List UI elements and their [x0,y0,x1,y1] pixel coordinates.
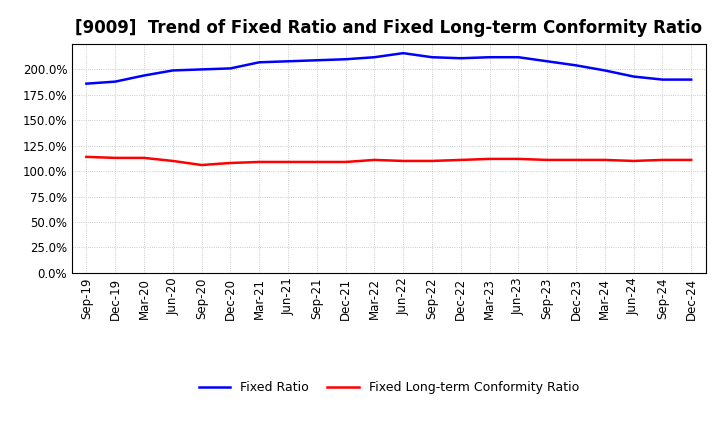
Fixed Long-term Conformity Ratio [629,158,638,164]
Fixed Long-term Conformity Ratio [312,159,321,165]
Fixed Ratio [111,79,120,84]
Fixed Long-term Conformity Ratio [140,155,148,161]
Line: Fixed Long-term Conformity Ratio: Fixed Long-term Conformity Ratio [86,157,691,165]
Fixed Long-term Conformity Ratio [284,159,292,165]
Fixed Ratio [341,57,350,62]
Fixed Ratio [658,77,667,82]
Fixed Long-term Conformity Ratio [485,156,494,161]
Fixed Ratio [255,60,264,65]
Fixed Long-term Conformity Ratio [82,154,91,160]
Fixed Long-term Conformity Ratio [600,157,609,162]
Fixed Ratio [140,73,148,78]
Fixed Ratio [226,66,235,71]
Fixed Long-term Conformity Ratio [687,157,696,162]
Fixed Long-term Conformity Ratio [197,162,206,168]
Fixed Ratio [514,55,523,60]
Fixed Long-term Conformity Ratio [341,159,350,165]
Title: [9009]  Trend of Fixed Ratio and Fixed Long-term Conformity Ratio: [9009] Trend of Fixed Ratio and Fixed Lo… [75,19,703,37]
Fixed Ratio [284,59,292,64]
Fixed Long-term Conformity Ratio [456,157,465,162]
Fixed Long-term Conformity Ratio [168,158,177,164]
Fixed Ratio [600,68,609,73]
Fixed Ratio [687,77,696,82]
Fixed Ratio [197,67,206,72]
Fixed Ratio [370,55,379,60]
Fixed Ratio [428,55,436,60]
Fixed Ratio [456,55,465,61]
Fixed Ratio [485,55,494,60]
Fixed Ratio [312,58,321,63]
Fixed Ratio [572,63,580,68]
Legend: Fixed Ratio, Fixed Long-term Conformity Ratio: Fixed Ratio, Fixed Long-term Conformity … [194,376,584,399]
Fixed Long-term Conformity Ratio [514,156,523,161]
Fixed Long-term Conformity Ratio [658,157,667,162]
Fixed Long-term Conformity Ratio [226,160,235,165]
Line: Fixed Ratio: Fixed Ratio [86,53,691,84]
Fixed Long-term Conformity Ratio [543,157,552,162]
Fixed Long-term Conformity Ratio [428,158,436,164]
Fixed Long-term Conformity Ratio [572,157,580,162]
Fixed Ratio [399,51,408,56]
Fixed Ratio [629,74,638,79]
Fixed Long-term Conformity Ratio [255,159,264,165]
Fixed Long-term Conformity Ratio [370,157,379,162]
Fixed Long-term Conformity Ratio [111,155,120,161]
Fixed Ratio [543,59,552,64]
Fixed Long-term Conformity Ratio [399,158,408,164]
Fixed Ratio [168,68,177,73]
Fixed Ratio [82,81,91,86]
